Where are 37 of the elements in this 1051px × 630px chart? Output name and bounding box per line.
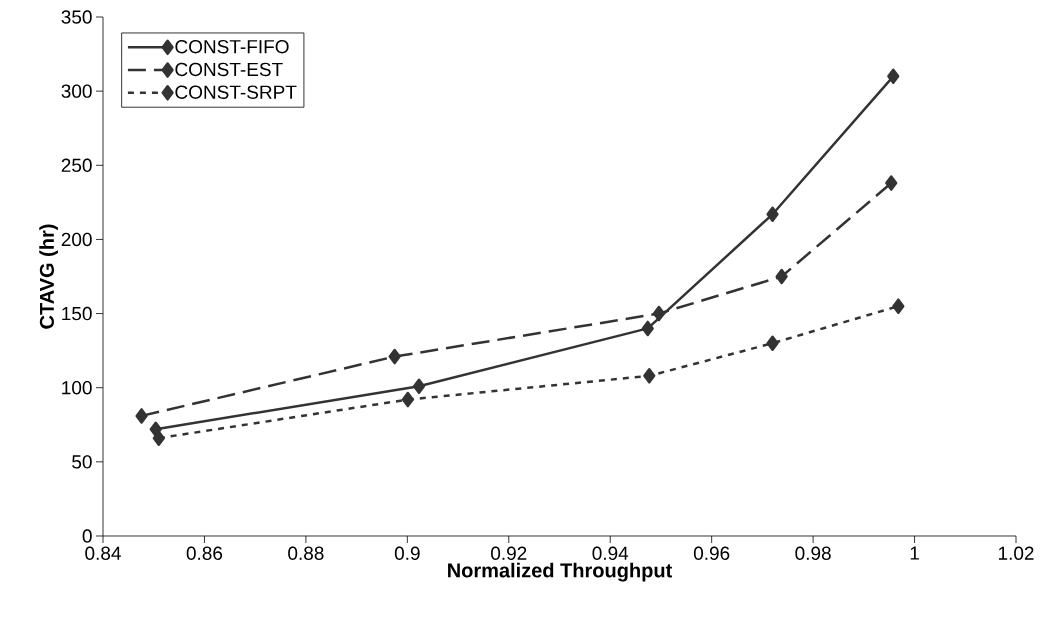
point — [401, 391, 414, 408]
y-tick-label: 50 — [72, 455, 92, 469]
x-tick-label: 0.92 — [491, 546, 527, 560]
legend-label: CONST-FIFO — [175, 39, 289, 54]
point — [388, 348, 401, 365]
y-tick-label: 100 — [62, 380, 92, 395]
legend-label: CONST-SRPT — [175, 85, 297, 99]
y-axis-title: CTAVG (hr) — [39, 224, 58, 329]
point — [641, 320, 654, 337]
x-tick-label: 0.88 — [288, 546, 324, 560]
x-tick-label: 1.02 — [998, 546, 1034, 560]
point — [892, 298, 905, 314]
y-tick-label: 0 — [82, 529, 92, 543]
x-tick-label: 0.98 — [795, 546, 831, 560]
x-tick-label: 0.9 — [394, 546, 420, 560]
x-tick-label: 1 — [910, 546, 919, 560]
point — [885, 175, 898, 191]
y-tick-label: 300 — [61, 84, 92, 98]
point — [766, 206, 779, 222]
point — [887, 68, 900, 85]
y-tick-label: 200 — [61, 232, 92, 247]
x-tick-label: 0.86 — [186, 546, 223, 560]
y-tick-label: 150 — [62, 306, 92, 321]
point — [643, 368, 656, 384]
y-tick-label: 350 — [61, 10, 92, 24]
y-tick-label: 250 — [61, 158, 92, 173]
point — [652, 305, 666, 322]
point — [412, 378, 426, 394]
x-tick-label: 0.96 — [693, 546, 730, 560]
x-tick-label: 0.94 — [592, 546, 629, 560]
legend-label: CONST-EST — [175, 62, 283, 77]
point — [775, 268, 788, 285]
point — [135, 408, 148, 424]
point — [766, 335, 779, 351]
x-axis-title: Normalized Throughput — [448, 562, 673, 582]
x-tick-label: 0.84 — [85, 546, 121, 560]
point — [152, 430, 165, 446]
